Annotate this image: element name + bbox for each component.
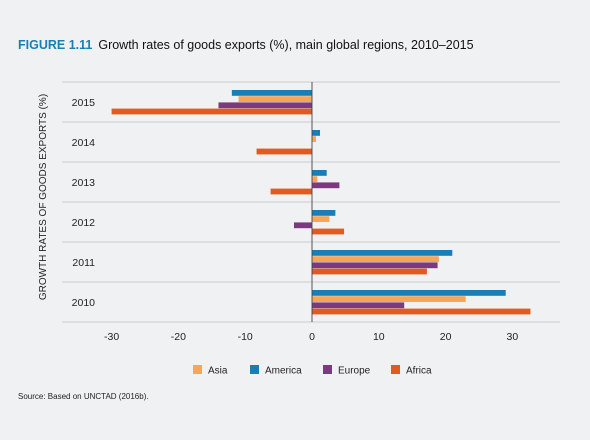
bar-africa-2014 — [256, 148, 312, 155]
bar-america-2010 — [312, 290, 506, 296]
source-note: Source: Based on UNCTAD (2016b). — [18, 392, 149, 401]
legend-swatch — [391, 365, 400, 374]
legend-label: Europe — [338, 366, 371, 377]
bar-america-2015 — [231, 90, 312, 96]
figure-title: FIGURE 1.11 Growth rates of goods exports… — [18, 38, 474, 52]
legend-swatch — [250, 365, 259, 374]
bar-america-2014 — [312, 130, 321, 136]
x-tick-label: 0 — [309, 331, 315, 343]
y-tick-label: 2013 — [72, 177, 96, 189]
x-tick-label: 10 — [373, 331, 385, 343]
bar-africa-2013 — [270, 188, 312, 195]
y-tick-label: 2011 — [72, 257, 95, 269]
y-axis-label: GROWTH RATES OF GOODS EXPORTS (%) — [38, 94, 49, 300]
x-tick-label: -30 — [104, 331, 119, 343]
x-tick-label: -20 — [171, 331, 186, 343]
figure-title-text: Growth rates of goods exports (%), main … — [98, 38, 474, 52]
bar-asia-2012 — [312, 216, 330, 222]
legend-item-asia: Asia — [193, 365, 228, 377]
bar-africa-2011 — [312, 268, 427, 275]
legend-item-africa: Africa — [391, 365, 432, 377]
bar-europe-2015 — [218, 102, 312, 109]
bar-america-2011 — [312, 250, 453, 256]
bar-asia-2010 — [312, 296, 466, 302]
legend-label: Africa — [406, 366, 432, 377]
y-tick-label: 2015 — [72, 97, 96, 109]
legend-swatch — [193, 365, 202, 374]
figure-number: FIGURE 1.11 — [18, 38, 93, 52]
x-tick-label: 20 — [440, 331, 452, 343]
bar-europe-2013 — [312, 182, 340, 189]
x-tick-label: -10 — [238, 331, 253, 343]
bar-europe-2010 — [312, 302, 405, 309]
bar-africa-2010 — [312, 308, 531, 315]
y-tick-label: 2010 — [72, 297, 96, 309]
bar-asia-2011 — [312, 256, 439, 262]
bar-america-2013 — [312, 170, 327, 176]
bar-africa-2015 — [111, 108, 312, 115]
legend-swatch — [323, 365, 332, 374]
legend-item-america: America — [250, 365, 302, 377]
bar-europe-2012 — [293, 222, 312, 229]
legend-item-europe: Europe — [323, 365, 371, 377]
y-tick-label: 2012 — [72, 217, 96, 229]
bar-asia-2015 — [238, 96, 312, 102]
y-tick-label: 2014 — [72, 137, 96, 149]
legend-label: America — [265, 366, 302, 377]
bar-america-2012 — [312, 210, 336, 216]
x-tick-label: 30 — [507, 331, 519, 343]
bar-asia-2014 — [312, 136, 317, 142]
bar-asia-2013 — [312, 176, 318, 182]
bar-africa-2012 — [312, 228, 345, 235]
legend-label: Asia — [208, 366, 228, 377]
bar-europe-2011 — [312, 262, 438, 269]
